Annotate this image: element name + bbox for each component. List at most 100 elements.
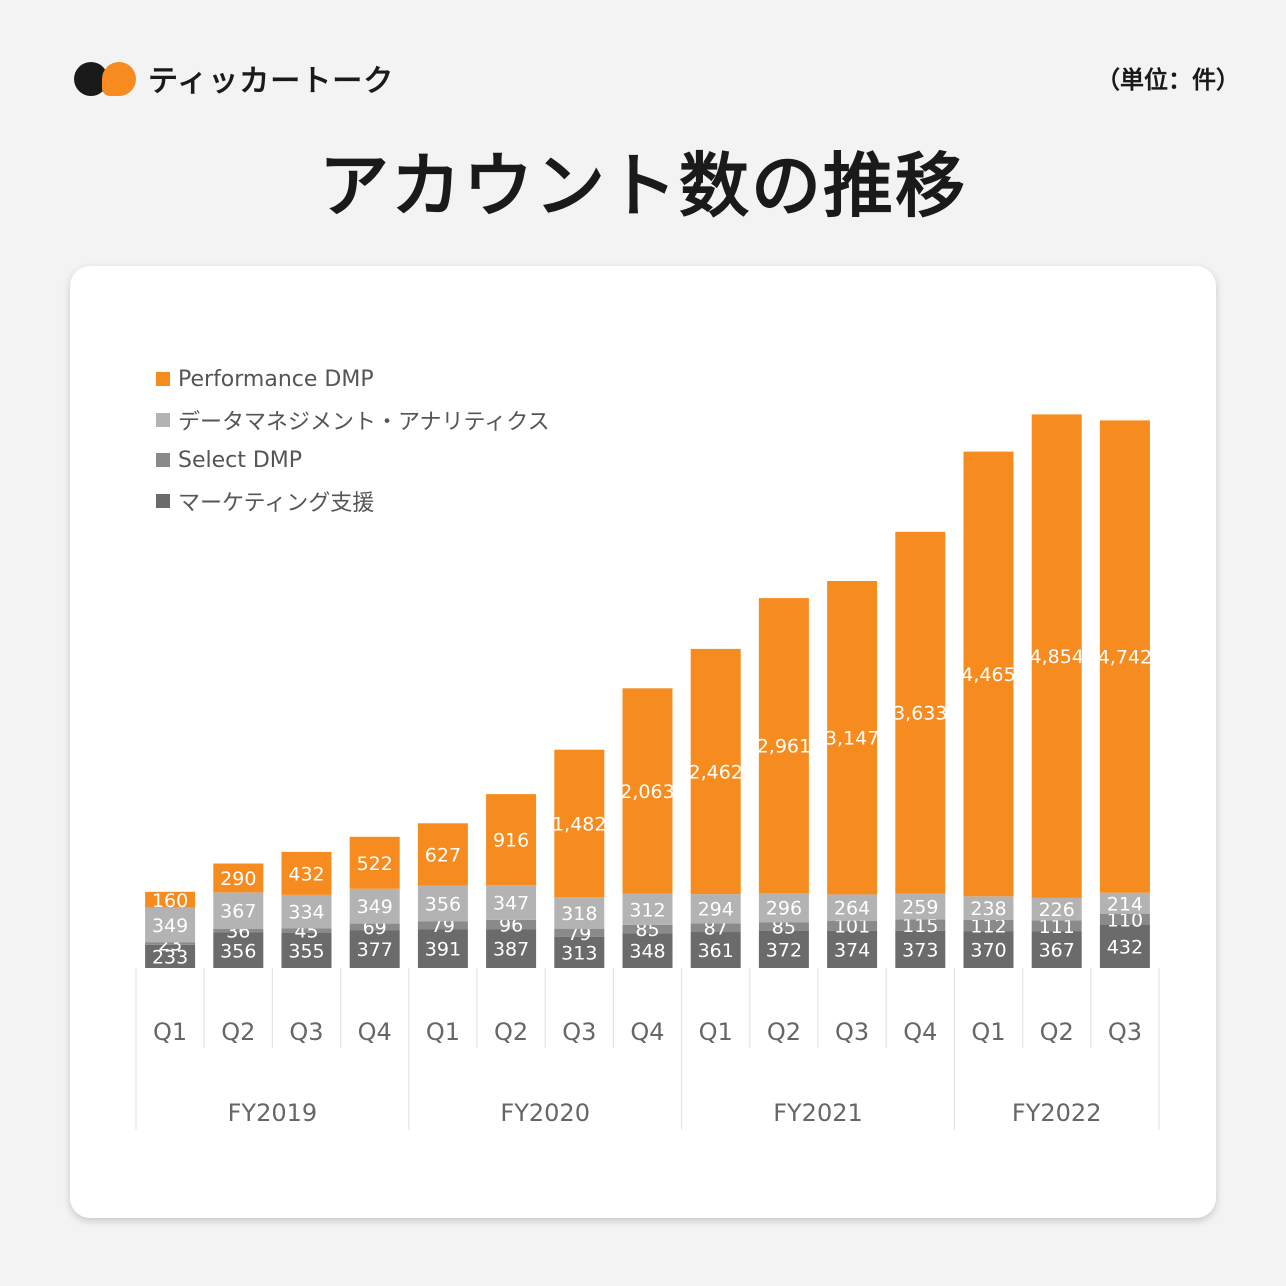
data-label-performance: 432 — [288, 863, 324, 885]
bar-segment-performance — [758, 598, 809, 893]
fiscal-year-label: FY2020 — [500, 1099, 590, 1127]
legend-item-select: Select DMP — [156, 445, 550, 475]
bar-segment-data-mgmt — [213, 892, 264, 929]
bar-segment-select — [554, 929, 605, 937]
bar-segment-performance — [145, 891, 196, 908]
bar-segment-select — [963, 920, 1014, 932]
bar-segment-select — [213, 929, 264, 933]
data-label-data-mgmt: 347 — [493, 893, 529, 915]
bar-segment-marketing — [1031, 931, 1082, 968]
logo-icon — [74, 58, 138, 98]
bar-segment-data-mgmt — [963, 896, 1014, 920]
bar-segment-performance — [554, 749, 605, 898]
data-label-select: 112 — [970, 916, 1006, 938]
data-label-marketing: 391 — [425, 939, 461, 961]
bar-segment-select — [417, 921, 468, 930]
data-label-data-mgmt: 356 — [425, 894, 461, 916]
data-label-marketing: 373 — [902, 939, 938, 961]
data-label-performance: 4,742 — [1098, 647, 1152, 669]
x-tick-label: Q2 — [767, 1018, 801, 1046]
data-label-data-mgmt: 349 — [152, 915, 188, 937]
data-label-performance: 916 — [493, 830, 529, 852]
bar-segment-select — [145, 942, 196, 945]
legend-label-marketing: マーケティング支援 — [178, 490, 375, 516]
legend: Performance DMP データマネジメント・アナリティクス Select… — [156, 364, 550, 526]
data-label-marketing: 233 — [152, 946, 188, 968]
stacked-bar-chart: 2332334916035636367290355453344323776934… — [135, 414, 1160, 1130]
data-label-marketing: 361 — [698, 940, 734, 962]
chart-card: Performance DMP データマネジメント・アナリティクス Select… — [70, 266, 1216, 1218]
data-label-select: 115 — [902, 915, 938, 937]
data-label-select: 111 — [1039, 916, 1075, 938]
bar-segment-data-mgmt — [1099, 892, 1150, 914]
data-label-marketing: 377 — [357, 939, 393, 961]
bar-segment-performance — [349, 836, 400, 889]
bar-segment-performance — [1099, 420, 1150, 893]
data-label-marketing: 356 — [220, 940, 256, 962]
bar-segment-performance — [486, 794, 537, 886]
page-title: アカウント数の推移 — [319, 145, 967, 227]
data-label-marketing: 355 — [288, 940, 324, 962]
bar-segment-marketing — [622, 933, 673, 968]
bar-segment-data-mgmt — [349, 888, 400, 924]
data-label-performance: 3,633 — [893, 703, 947, 725]
bar-segment-performance — [963, 451, 1014, 897]
bar-segment-select — [486, 919, 537, 930]
bar-segment-marketing — [1099, 925, 1150, 968]
x-tick-label: Q1 — [699, 1018, 733, 1046]
data-label-select: 110 — [1107, 910, 1143, 932]
x-tick-label: Q4 — [358, 1018, 392, 1046]
fiscal-year-label: FY2021 — [773, 1099, 863, 1127]
x-tick-label: Q2 — [221, 1018, 255, 1046]
x-tick-label: Q1 — [153, 1018, 187, 1046]
data-label-marketing: 313 — [561, 942, 597, 964]
bar-segment-select — [758, 922, 809, 931]
bar-segment-performance — [417, 823, 468, 886]
bar-segment-performance — [1031, 414, 1082, 898]
data-label-performance: 290 — [220, 868, 256, 890]
data-label-performance: 522 — [357, 853, 393, 875]
brand: ティッカートーク — [74, 58, 394, 99]
data-label-data-mgmt: 226 — [1039, 899, 1075, 921]
data-label-performance: 627 — [425, 845, 461, 867]
bar-segment-data-mgmt — [690, 894, 741, 924]
bar-segment-performance — [281, 851, 332, 895]
bar-segment-marketing — [827, 930, 878, 968]
bar-segment-data-mgmt — [895, 893, 946, 920]
data-label-data-mgmt: 264 — [834, 898, 870, 920]
data-label-data-mgmt: 367 — [220, 901, 256, 923]
bar-segment-select — [349, 923, 400, 931]
x-tick-label: Q3 — [1108, 1018, 1142, 1046]
x-tick-label: Q4 — [630, 1018, 664, 1046]
data-label-data-mgmt: 312 — [629, 899, 665, 921]
legend-label-performance: Performance DMP — [178, 366, 374, 392]
bar-segment-performance — [827, 581, 878, 895]
bar-segment-marketing — [963, 931, 1014, 968]
bar-segment-marketing — [758, 930, 809, 968]
bar-segment-marketing — [895, 930, 946, 968]
bar-segment-select — [895, 919, 946, 931]
fiscal-year-label: FY2019 — [228, 1099, 318, 1127]
bar-segment-select — [690, 923, 741, 933]
legend-label-data-mgmt: データマネジメント・アナリティクス — [178, 409, 550, 435]
bar-segment-select — [1099, 914, 1150, 925]
data-label-data-mgmt: 318 — [561, 903, 597, 925]
bar-segment-performance — [895, 531, 946, 894]
data-label-marketing: 387 — [493, 939, 529, 961]
bar-segment-data-mgmt — [1031, 897, 1082, 921]
x-tick-label: Q3 — [289, 1018, 323, 1046]
bar-segment-marketing — [145, 944, 196, 968]
data-label-data-mgmt: 334 — [288, 902, 324, 924]
x-tick-label: Q3 — [835, 1018, 869, 1046]
bar-segment-marketing — [554, 936, 605, 968]
data-label-marketing: 374 — [834, 939, 870, 961]
x-tick-label: Q4 — [903, 1018, 937, 1046]
data-label-data-mgmt: 296 — [766, 898, 802, 920]
data-label-data-mgmt: 238 — [970, 898, 1006, 920]
legend-label-select: Select DMP — [178, 447, 303, 473]
bar-segment-data-mgmt — [486, 885, 537, 920]
bar-segment-data-mgmt — [281, 894, 332, 929]
data-label-data-mgmt: 294 — [698, 899, 734, 921]
x-tick-label: Q1 — [971, 1018, 1005, 1046]
data-label-marketing: 432 — [1107, 937, 1143, 959]
